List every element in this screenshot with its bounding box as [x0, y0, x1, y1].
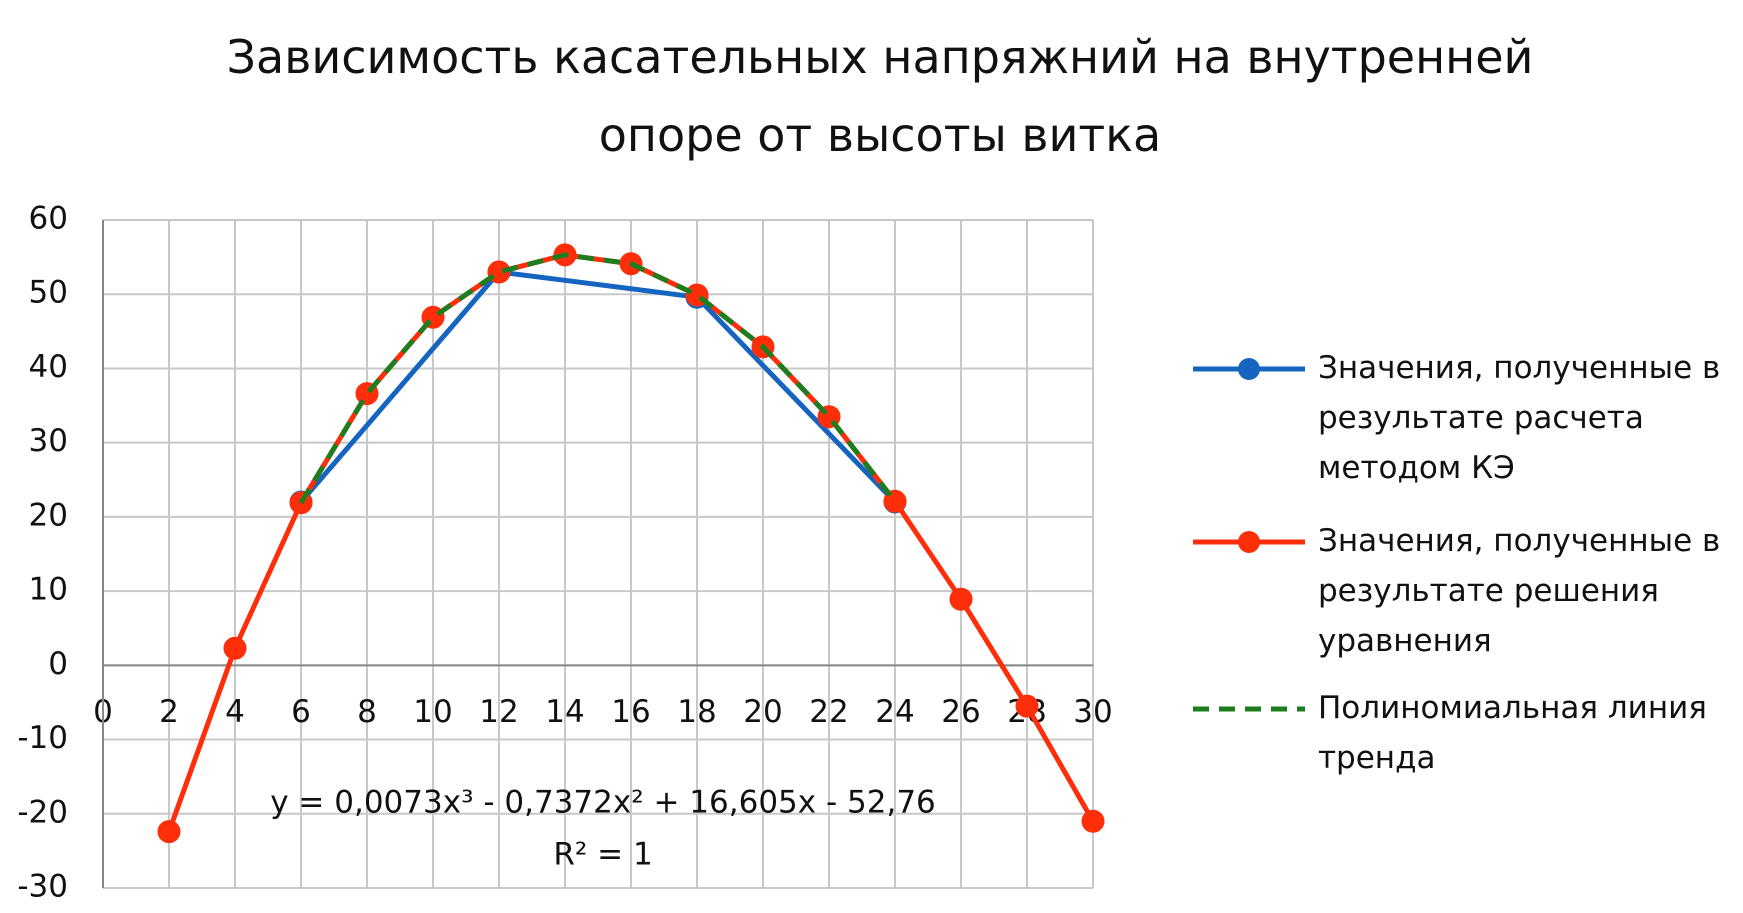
- annotation: R² = 1: [553, 837, 652, 873]
- x-tick-label: 6: [291, 694, 311, 730]
- x-tick-label: 26: [941, 694, 980, 730]
- y-tick-label: 60: [29, 201, 68, 237]
- x-tick-label: 16: [611, 694, 650, 730]
- data-point: [1015, 694, 1039, 718]
- x-tick-label: 12: [479, 694, 518, 730]
- x-tick-label: 24: [875, 694, 914, 730]
- x-tick-label: 22: [809, 694, 848, 730]
- y-tick-label: 30: [29, 423, 68, 459]
- x-tick-label: 8: [357, 694, 377, 730]
- y-tick-label: 0: [48, 646, 68, 682]
- y-tick-label: -10: [17, 720, 68, 756]
- data-point: [223, 636, 247, 660]
- x-tick-label: 14: [545, 694, 584, 730]
- y-tick-label: -20: [17, 794, 68, 830]
- x-tick-label: 30: [1073, 694, 1112, 730]
- data-point: [949, 587, 973, 611]
- series-line: [299, 269, 897, 504]
- legend-label: Значения, полученные в результате расчет…: [1318, 350, 1721, 486]
- y-tick-label: -30: [17, 869, 68, 905]
- y-tick-label: 20: [29, 497, 68, 533]
- x-tick-label: 20: [743, 694, 782, 730]
- y-tick-label: 10: [29, 572, 68, 608]
- annotation: y = 0,0073x³ - 0,7372x² + 16,605x - 52,7…: [270, 785, 936, 821]
- legend-marker: [1238, 531, 1260, 553]
- series-line: [298, 252, 897, 505]
- y-tick-label: 50: [29, 275, 68, 311]
- legend-label: Значения, полученные в результате решени…: [1318, 523, 1721, 659]
- x-tick-label: 18: [677, 694, 716, 730]
- x-tick-label: 4: [225, 694, 245, 730]
- data-point: [157, 820, 181, 844]
- x-tick-label: 10: [413, 694, 452, 730]
- data-point: [1081, 809, 1105, 833]
- x-tick-label: 2: [159, 694, 179, 730]
- legend-label: Полиномиальная линия тренда: [1318, 690, 1707, 776]
- legend-marker: [1238, 358, 1260, 380]
- chart-title: Зависимость касательных напряжний на вну…: [226, 30, 1534, 162]
- y-tick-label: 40: [29, 349, 68, 385]
